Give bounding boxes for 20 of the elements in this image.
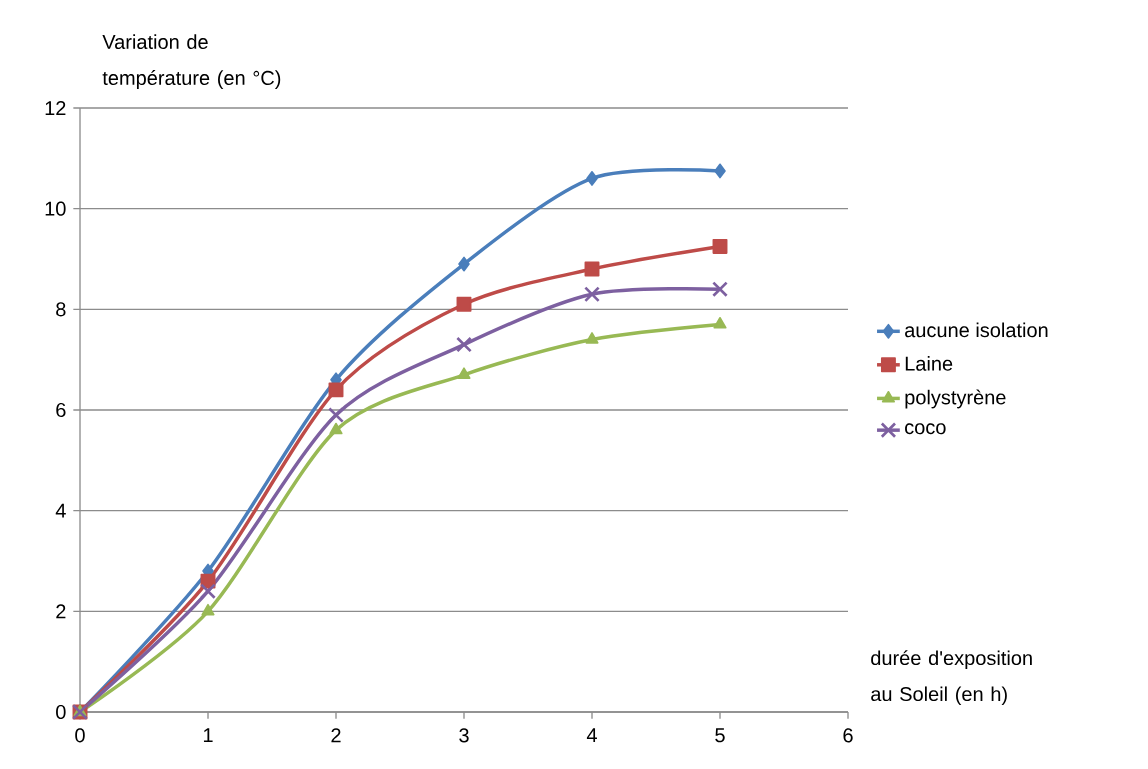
y-tick-label: 0 bbox=[56, 704, 66, 720]
y-tick-label: 10 bbox=[45, 201, 66, 216]
x-tick-label: 3 bbox=[459, 728, 469, 743]
x-tick-label: 2 bbox=[331, 728, 341, 743]
y-tick-label: 6 bbox=[56, 402, 66, 418]
y-axis-title: Variation de température (en °C) bbox=[102, 34, 281, 89]
x-axis-title: durée d'exposition au Soleil (en h) bbox=[871, 650, 1032, 706]
x-tick-label: 1 bbox=[203, 728, 213, 743]
y-tick-label: 4 bbox=[55, 503, 66, 518]
y-tick-label: 2 bbox=[56, 604, 66, 619]
y-tick-label: 8 bbox=[56, 302, 66, 317]
legend-label: Laine bbox=[905, 356, 953, 371]
x-tick-label: 0 bbox=[75, 728, 85, 743]
x-tick-label: 6 bbox=[843, 728, 853, 743]
y-tick-label: 12 bbox=[45, 101, 66, 115]
x-tick-label: 5 bbox=[715, 728, 725, 743]
legend-label: aucune isolation bbox=[905, 322, 1048, 338]
x-tick-label: 4 bbox=[586, 728, 597, 743]
legend-label: coco bbox=[905, 423, 946, 435]
legend-label: polystyrène bbox=[905, 389, 1006, 409]
